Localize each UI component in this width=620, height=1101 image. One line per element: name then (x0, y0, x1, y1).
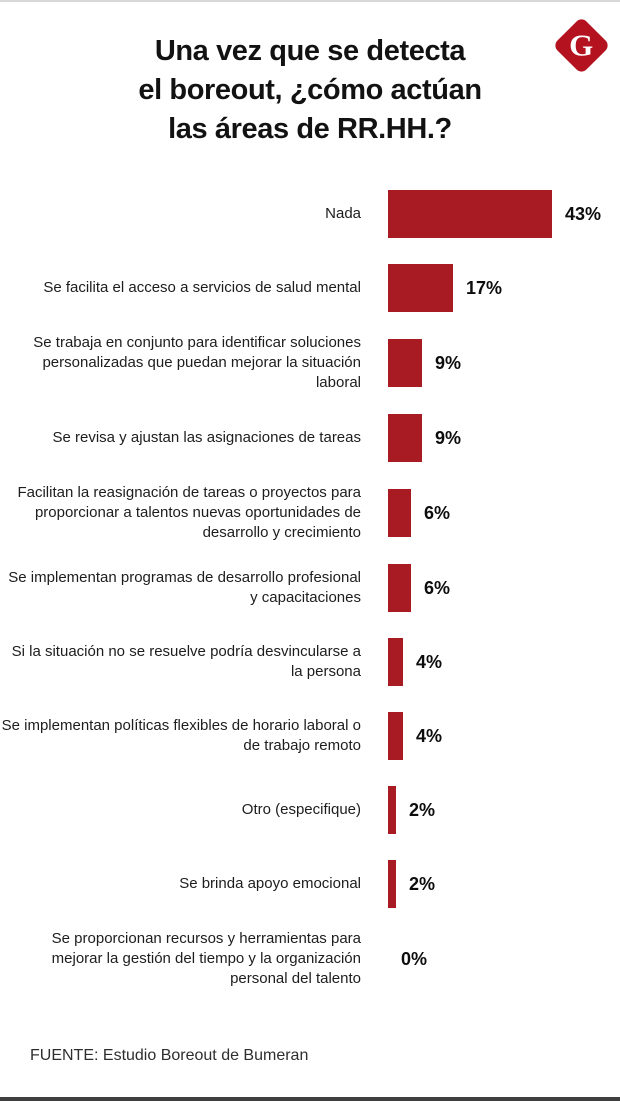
chart-row: Se implementan programas de desarrollo p… (0, 559, 620, 617)
bar-value: 4% (416, 725, 443, 746)
bar-area: 4% (388, 638, 620, 686)
bar-value: 2% (409, 799, 436, 820)
bar-label: Si la situación no se resuelve podría de… (11, 643, 361, 680)
bar-value: 9% (435, 427, 462, 448)
title-line-1: Una vez que se detecta (154, 35, 466, 67)
bar-area: 2% (388, 786, 620, 834)
bar-area: 17% (388, 264, 620, 312)
chart-row: Se implementan políticas flexibles de ho… (0, 707, 620, 765)
bottom-divider (0, 1097, 620, 1101)
chart-rows: Nada 43% Se facilita el acceso a servici… (0, 185, 620, 989)
bar-label: Se brinda apoyo emocional (179, 875, 361, 892)
bar-value: 43% (565, 203, 602, 224)
bar-area: 6% (388, 489, 620, 537)
bar (388, 190, 552, 238)
bar-value: 2% (409, 873, 436, 894)
bar (388, 860, 396, 908)
bar-area: 6% (388, 564, 620, 612)
bar-area: 9% (388, 414, 620, 462)
bar (388, 414, 422, 462)
bar (388, 564, 411, 612)
bar-value: 17% (466, 277, 503, 298)
logo-letter: G (568, 27, 594, 63)
bar-label: Nada (325, 205, 361, 222)
bar-area: 0% (388, 935, 620, 983)
brand-logo: G (552, 16, 610, 74)
bar-area: 4% (388, 712, 620, 760)
bar-area: 2% (388, 860, 620, 908)
chart-row: Si la situación no se resuelve podría de… (0, 633, 620, 691)
chart-row: Facilitan la reasignación de tareas o pr… (0, 483, 620, 543)
bar-value: 6% (424, 577, 451, 598)
title-line-3: las áreas de RR.HH.? (168, 113, 452, 145)
bar (388, 489, 411, 537)
bar-value: 4% (416, 651, 443, 672)
chart-row: Nada 43% (0, 185, 620, 243)
bar (388, 638, 403, 686)
bar-label: Otro (especifique) (241, 801, 361, 818)
gestion-diamond-icon: G (552, 16, 610, 74)
bar (388, 264, 453, 312)
page-title: Una vez que se detecta el boreout, ¿cómo… (70, 32, 550, 149)
bar-label: Se revisa y ajustan las asignaciones de … (52, 429, 361, 446)
bar-label: Se implementan políticas flexibles de ho… (1, 717, 361, 754)
bar-area: 43% (388, 190, 620, 238)
chart-row: Se facilita el acceso a servicios de sal… (0, 259, 620, 317)
title-line-2: el boreout, ¿cómo actúan (138, 74, 482, 106)
chart-row: Se revisa y ajustan las asignaciones de … (0, 409, 620, 467)
bar-label: Se trabaja en conjunto para identificar … (33, 334, 361, 391)
bar-value: 9% (435, 352, 462, 373)
bar-label: Facilitan la reasignación de tareas o pr… (17, 484, 361, 541)
bar (388, 339, 422, 387)
bar-label: Se facilita el acceso a servicios de sal… (43, 279, 361, 296)
bar (388, 786, 396, 834)
chart-row: Se trabaja en conjunto para identificar … (0, 333, 620, 393)
chart-row: Otro (especifique) 2% (0, 781, 620, 839)
bar-area: 9% (388, 339, 620, 387)
chart-row: Se proporcionan recursos y herramientas … (0, 929, 620, 989)
bar-label: Se implementan programas de desarrollo p… (8, 569, 361, 606)
source-caption: FUENTE: Estudio Boreout de Bumeran (30, 1047, 309, 1064)
bar-value: 6% (424, 502, 451, 523)
chart-row: Se brinda apoyo emocional 2% (0, 855, 620, 913)
bar-value: 0% (401, 948, 428, 969)
bar-label: Se proporcionan recursos y herramientas … (51, 930, 361, 987)
bar (388, 712, 403, 760)
